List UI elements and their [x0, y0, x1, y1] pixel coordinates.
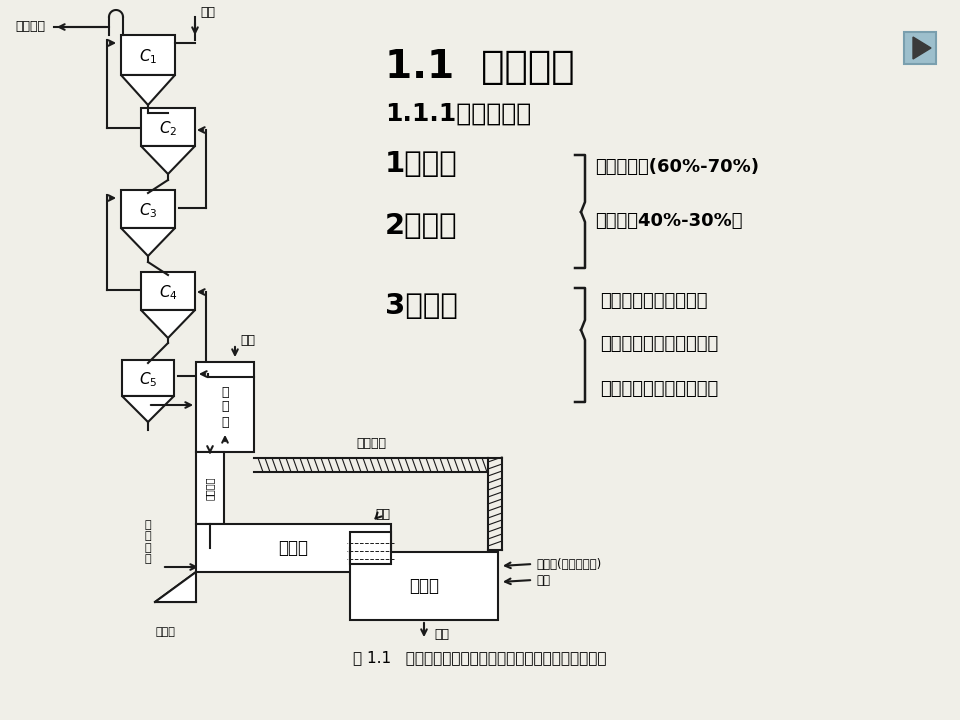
- Polygon shape: [155, 572, 196, 602]
- Bar: [196, 524, 391, 572]
- Bar: [121, 190, 175, 228]
- Text: 入窑某（40%-30%）: 入窑某（40%-30%）: [595, 212, 742, 230]
- Text: 分
解
炉: 分 解 炉: [221, 385, 228, 428]
- Bar: [350, 532, 391, 564]
- Text: 三次空气：进入分解炉的: 三次空气：进入分解炉的: [600, 380, 718, 398]
- Bar: [122, 360, 174, 396]
- Bar: [350, 552, 498, 620]
- Polygon shape: [121, 75, 175, 105]
- Text: $C_3$: $C_3$: [139, 202, 157, 220]
- Text: 回转窑: 回转窑: [278, 539, 308, 557]
- Text: 三次风管: 三次风管: [356, 437, 386, 450]
- Text: 排出废气: 排出废气: [15, 20, 45, 34]
- Polygon shape: [141, 310, 195, 338]
- Text: 2）燃料: 2）燃料: [385, 212, 458, 240]
- Bar: [196, 362, 254, 452]
- Text: $C_2$: $C_2$: [158, 120, 178, 138]
- Bar: [904, 32, 936, 64]
- Text: 1.1.1工作原理：: 1.1.1工作原理：: [385, 102, 531, 126]
- Polygon shape: [141, 146, 195, 174]
- Text: 入分解炉某(60%-70%): 入分解炉某(60%-70%): [595, 158, 759, 176]
- Text: 1）生料: 1）生料: [385, 150, 458, 178]
- Bar: [121, 35, 175, 75]
- Text: $C_5$: $C_5$: [139, 371, 157, 390]
- Text: 二次空气：来自冷却机的: 二次空气：来自冷却机的: [600, 335, 718, 353]
- Text: 1.1  系统概述: 1.1 系统概述: [385, 48, 575, 86]
- Text: 图 1.1   一个典型的新型干法水泥回转窑系统的简单流程图: 图 1.1 一个典型的新型干法水泥回转窑系统的简单流程图: [353, 650, 607, 665]
- Text: 燃料: 燃料: [240, 333, 255, 346]
- Bar: [196, 452, 224, 524]
- Text: 熟料: 熟料: [434, 629, 449, 642]
- Text: 生料: 生料: [200, 6, 215, 19]
- Text: 燃料: 燃料: [375, 508, 390, 521]
- Polygon shape: [121, 228, 175, 256]
- Text: 冷却机: 冷却机: [409, 577, 439, 595]
- Text: 一次空气：输送某粉的: 一次空气：输送某粉的: [600, 292, 708, 310]
- Text: $C_1$: $C_1$: [139, 48, 157, 66]
- Text: $C_4$: $C_4$: [158, 284, 178, 302]
- Text: 3）气体: 3）气体: [385, 292, 458, 320]
- Text: 入
窑
生
料: 入 窑 生 料: [145, 520, 152, 564]
- Text: 冷烟室: 冷烟室: [156, 627, 175, 637]
- Text: 余风: 余风: [536, 574, 550, 587]
- Bar: [141, 108, 195, 146]
- Text: 热抽风(某磨干燥风): 热抽风(某磨干燥风): [536, 557, 601, 570]
- Text: 上升烟道: 上升烟道: [205, 476, 215, 500]
- Polygon shape: [122, 396, 174, 422]
- Polygon shape: [913, 37, 931, 59]
- Bar: [141, 272, 195, 310]
